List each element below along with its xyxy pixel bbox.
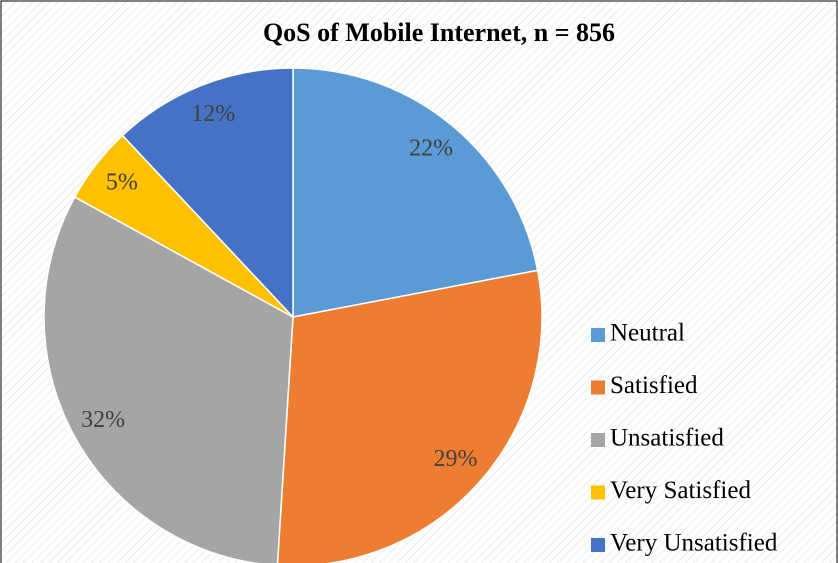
legend-swatch — [591, 380, 605, 395]
legend-label: Very Satisfied — [610, 477, 751, 504]
data-label: 22% — [409, 136, 453, 162]
data-label: 5% — [106, 170, 138, 196]
legend-swatch — [591, 328, 605, 342]
pie-slice — [43, 196, 294, 563]
data-label: 12% — [191, 101, 235, 127]
data-label: 32% — [81, 407, 125, 433]
legend-label: Satisfied — [610, 372, 698, 399]
legend-label: Unsatisfied — [610, 425, 724, 452]
legend-swatch — [591, 538, 605, 552]
chart-title: QoS of Mobile Internet, n = 856 — [263, 18, 615, 47]
pie-slice — [121, 67, 294, 319]
legend-label: Neutral — [610, 320, 685, 347]
legend-swatch — [591, 485, 605, 500]
legend-swatch — [591, 433, 605, 447]
legend-label: Very Unsatisfied — [610, 530, 778, 557]
pie-slice — [292, 67, 539, 318]
pie-slice — [276, 269, 543, 563]
data-label: 29% — [433, 446, 477, 472]
